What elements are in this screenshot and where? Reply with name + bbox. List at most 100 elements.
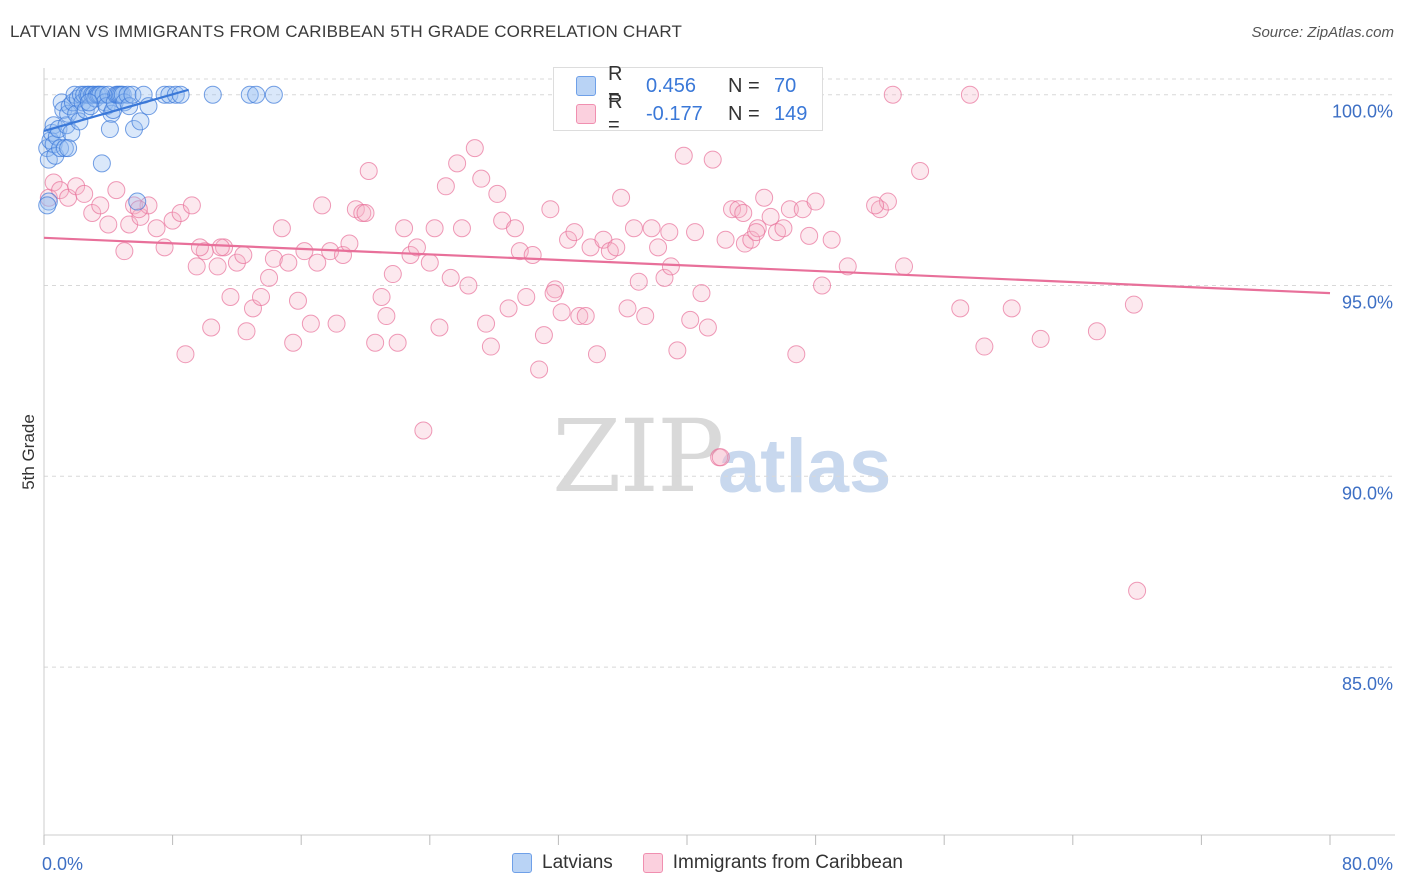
legend-label-caribbean: Immigrants from Caribbean — [672, 852, 903, 873]
caribbean-point — [692, 284, 711, 303]
caribbean-point — [552, 303, 571, 322]
caribbean-point — [711, 448, 730, 467]
caribbean-point — [190, 238, 209, 257]
legend-n-label: N = — [728, 74, 760, 97]
caribbean-point — [176, 345, 195, 364]
caribbean-point — [681, 310, 700, 329]
caribbean-point — [774, 219, 793, 238]
caribbean-point — [530, 360, 549, 379]
caribbean-point — [668, 341, 687, 360]
caribbean-point — [481, 337, 500, 356]
y-tick-label: 100.0% — [1332, 102, 1393, 122]
legend-swatch-caribbean — [576, 104, 596, 124]
caribbean-point — [227, 253, 246, 272]
caribbean-point — [822, 230, 841, 249]
legend-r-value: -0.177 — [646, 102, 703, 125]
caribbean-point — [1087, 322, 1106, 341]
legend-item-caribbean[interactable]: Immigrants from Caribbean — [642, 852, 903, 874]
caribbean-point — [660, 223, 679, 242]
caribbean-point — [607, 238, 626, 257]
latvian-point — [80, 93, 99, 112]
caribbean-point — [237, 322, 256, 341]
legend-n-value: 149 — [774, 102, 808, 125]
caribbean-point — [284, 333, 303, 352]
caribbean-point — [155, 238, 174, 257]
caribbean-point — [686, 223, 705, 242]
caribbean-point — [716, 230, 735, 249]
caribbean-point — [252, 287, 271, 306]
legend-label-latvians: Latvians — [542, 852, 613, 873]
caribbean-point — [734, 204, 753, 223]
caribbean-point — [327, 314, 346, 333]
latvian-point — [247, 85, 266, 104]
y-tick-label: 85.0% — [1342, 674, 1393, 694]
caribbean-point — [288, 291, 307, 310]
caribbean-point — [420, 253, 439, 272]
caribbean-point — [272, 219, 291, 238]
caribbean-point — [436, 177, 455, 196]
caribbean-point — [1002, 299, 1021, 318]
caribbean-point — [523, 245, 542, 264]
latvian-point — [100, 120, 119, 139]
caribbean-point — [99, 215, 118, 234]
caribbean-point — [477, 314, 496, 333]
caribbean-point — [911, 162, 930, 181]
caribbean-point — [91, 196, 110, 215]
caribbean-point — [407, 238, 426, 257]
caribbean-point — [1128, 581, 1147, 600]
caribbean-point — [372, 287, 391, 306]
points — [38, 85, 1147, 600]
caribbean-point — [1124, 295, 1143, 314]
latvian-point — [59, 139, 78, 158]
caribbean-point — [295, 242, 314, 261]
caribbean-point — [661, 257, 680, 276]
latvian-point — [131, 112, 150, 131]
grid — [44, 78, 1395, 668]
caribbean-point — [499, 299, 518, 318]
caribbean-point — [395, 219, 414, 238]
latvian-point — [240, 85, 259, 104]
legend-swatch-caribbean — [642, 853, 663, 873]
chart-title: LATVIAN VS IMMIGRANTS FROM CARIBBEAN 5TH… — [10, 22, 683, 41]
legend-row-latvians: R = 0.456 N = 70 — [576, 63, 797, 108]
caribbean-point — [570, 307, 589, 326]
caribbean-point — [505, 219, 524, 238]
x-tick-label: 0.0% — [42, 854, 83, 874]
caribbean-point — [642, 219, 661, 238]
caribbean-point — [430, 318, 449, 337]
series-legend: Latvians Immigrants from Caribbean — [512, 852, 933, 874]
caribbean-point — [761, 207, 780, 226]
y-tick-label: 95.0% — [1342, 293, 1393, 313]
caribbean-point — [655, 268, 674, 287]
caribbean-point — [1031, 329, 1050, 348]
legend-item-latvians[interactable]: Latvians — [512, 852, 613, 874]
latvian-point — [113, 85, 132, 104]
caribbean-point — [465, 139, 484, 158]
caribbean-point — [565, 223, 584, 242]
caribbean-point — [674, 146, 693, 165]
caribbean-point — [377, 307, 396, 326]
caribbean-point — [208, 257, 227, 276]
source-label: Source: ZipAtlas.com — [1251, 24, 1394, 41]
caribbean-point — [559, 230, 578, 249]
latvian-point — [118, 85, 137, 104]
legend-n-value: 70 — [774, 74, 797, 97]
caribbean-point — [698, 318, 717, 337]
watermark-zip: ZIP — [552, 398, 724, 515]
trend-lines — [43, 88, 1331, 295]
caribbean-point — [44, 173, 63, 192]
caribbean-point — [612, 188, 631, 207]
caribbean-point — [264, 249, 283, 268]
latvian-point — [125, 120, 144, 139]
legend-r-value: 0.456 — [646, 74, 697, 97]
caribbean-point — [895, 257, 914, 276]
caribbean-point — [308, 253, 327, 272]
caribbean-point — [414, 421, 433, 440]
legend-swatch-latvians — [512, 853, 532, 873]
legend-r-label: R = — [608, 91, 623, 136]
x-tick-label: 80.0% — [1342, 854, 1393, 874]
caribbean-point — [624, 219, 643, 238]
latvian-point — [38, 196, 57, 215]
caribbean-point — [629, 272, 648, 291]
